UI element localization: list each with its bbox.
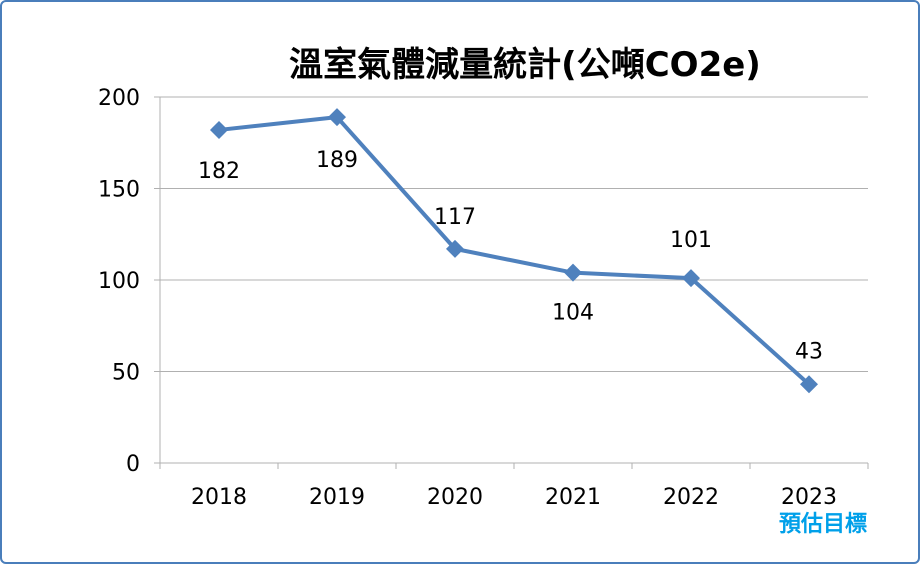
data-label-2018: 182 bbox=[198, 159, 240, 184]
x-tick-label-2020: 2020 bbox=[427, 485, 483, 510]
data-point-2023 bbox=[800, 375, 818, 394]
gridlines bbox=[154, 96, 868, 464]
data-point-2018 bbox=[210, 120, 228, 139]
data-point-2021 bbox=[564, 263, 582, 282]
y-tick-label: 200 bbox=[98, 86, 140, 111]
data-point-2019 bbox=[328, 108, 346, 127]
data-markers bbox=[210, 108, 818, 394]
y-tick-label: 50 bbox=[112, 361, 140, 386]
x-tick-label-2021: 2021 bbox=[545, 485, 601, 510]
data-point-2020 bbox=[446, 239, 464, 258]
data-label-2023: 43 bbox=[795, 339, 823, 364]
data-labels: 182 189 117 104 101 43 bbox=[198, 148, 823, 364]
y-tick-label: 0 bbox=[126, 452, 140, 477]
chart-title: 溫室氣體減量統計(公噸CO2e) bbox=[289, 45, 761, 85]
y-tick-label: 150 bbox=[98, 178, 140, 203]
x-axis-tick-labels: 2018 2019 2020 2021 2022 2023 bbox=[191, 485, 837, 510]
x-tick-label-2023: 2023 bbox=[781, 485, 837, 510]
annotation-target-label: 預估目標 bbox=[779, 512, 867, 537]
data-label-2020: 117 bbox=[434, 205, 476, 230]
data-point-2022 bbox=[682, 269, 700, 288]
data-label-2019: 189 bbox=[316, 148, 358, 173]
data-label-2022: 101 bbox=[670, 228, 712, 253]
series-line-path bbox=[218, 115, 811, 386]
y-tick-label: 100 bbox=[98, 269, 140, 294]
x-tick-label-2019: 2019 bbox=[309, 485, 365, 510]
series-line bbox=[218, 115, 811, 386]
axes bbox=[159, 97, 869, 469]
y-axis-tick-labels: 0 50 100 150 200 bbox=[98, 86, 140, 477]
data-label-2021: 104 bbox=[552, 301, 594, 326]
x-tick-label-2022: 2022 bbox=[663, 485, 719, 510]
x-tick-label-2018: 2018 bbox=[191, 485, 247, 510]
